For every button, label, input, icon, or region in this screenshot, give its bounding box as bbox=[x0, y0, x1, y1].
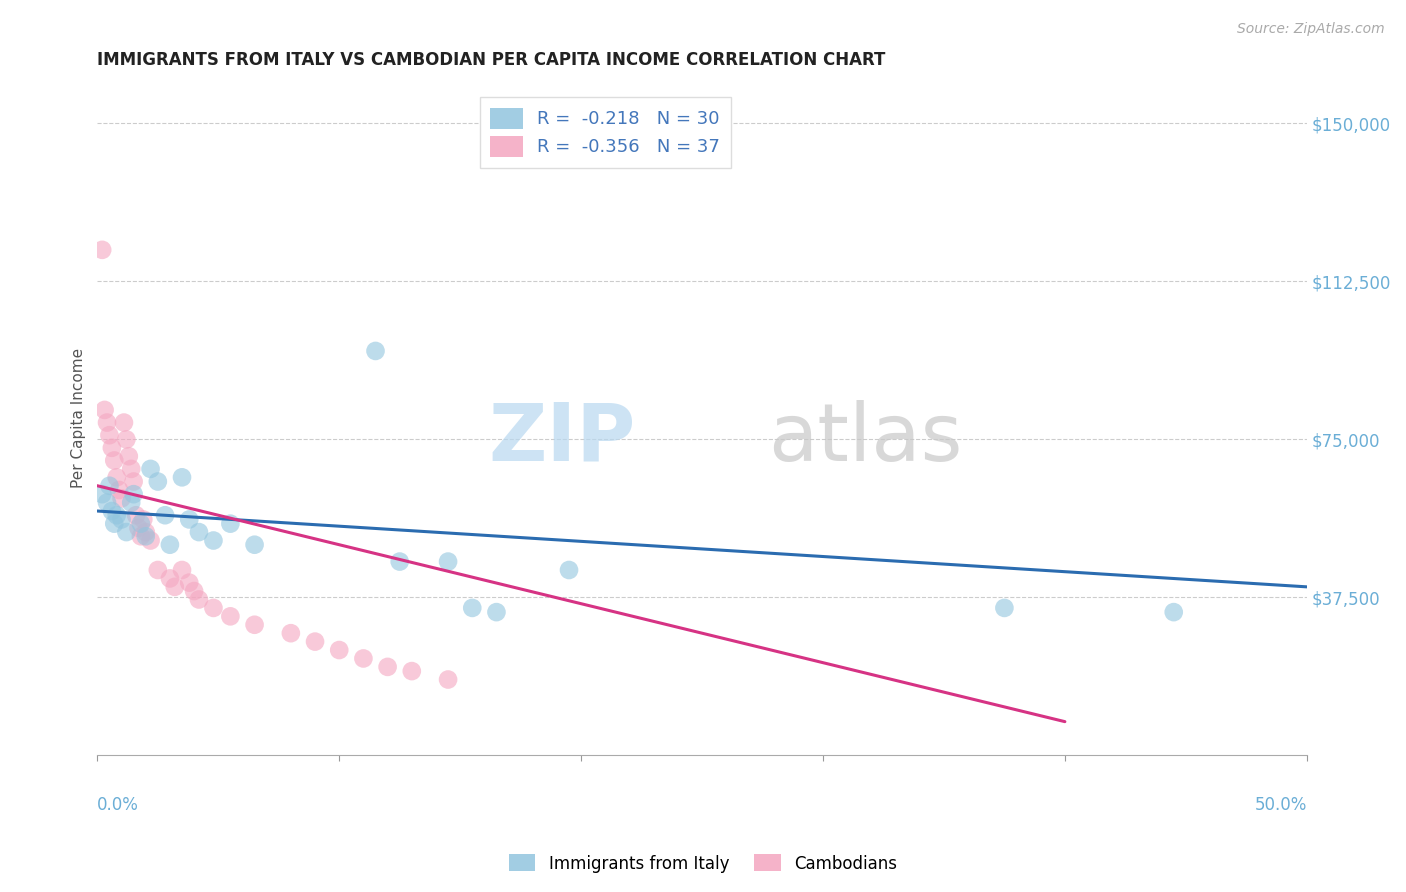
Point bbox=[98, 428, 121, 442]
Point bbox=[437, 555, 460, 569]
Point bbox=[135, 529, 157, 543]
Point bbox=[118, 450, 141, 464]
Point bbox=[101, 441, 124, 455]
Point bbox=[139, 462, 162, 476]
Point bbox=[202, 533, 225, 548]
Point bbox=[179, 512, 201, 526]
Point bbox=[401, 664, 423, 678]
Point bbox=[377, 660, 399, 674]
Point bbox=[129, 529, 152, 543]
Point bbox=[243, 538, 266, 552]
Point bbox=[120, 462, 142, 476]
Point bbox=[125, 508, 148, 523]
Point bbox=[159, 538, 181, 552]
Point bbox=[170, 563, 193, 577]
Point bbox=[120, 495, 142, 509]
Point bbox=[112, 416, 135, 430]
Point bbox=[219, 516, 242, 531]
Point bbox=[135, 525, 157, 540]
Point bbox=[105, 470, 128, 484]
Point bbox=[153, 508, 176, 523]
Text: atlas: atlas bbox=[769, 400, 963, 477]
Legend: R =  -0.218   N = 30, R =  -0.356   N = 37: R = -0.218 N = 30, R = -0.356 N = 37 bbox=[479, 97, 731, 168]
Point bbox=[122, 487, 145, 501]
Point bbox=[558, 563, 581, 577]
Point bbox=[110, 512, 132, 526]
Text: Source: ZipAtlas.com: Source: ZipAtlas.com bbox=[1237, 22, 1385, 37]
Point bbox=[93, 403, 115, 417]
Point bbox=[364, 343, 387, 358]
Point bbox=[103, 516, 125, 531]
Point bbox=[115, 525, 138, 540]
Point bbox=[280, 626, 302, 640]
Point bbox=[388, 555, 411, 569]
Point bbox=[91, 243, 114, 257]
Point bbox=[91, 487, 114, 501]
Point bbox=[187, 592, 209, 607]
Point bbox=[132, 512, 155, 526]
Point bbox=[127, 521, 149, 535]
Point bbox=[139, 533, 162, 548]
Point bbox=[159, 571, 181, 585]
Y-axis label: Per Capita Income: Per Capita Income bbox=[72, 348, 86, 489]
Point bbox=[98, 479, 121, 493]
Point bbox=[110, 491, 132, 506]
Text: 50.0%: 50.0% bbox=[1254, 796, 1306, 814]
Point bbox=[170, 470, 193, 484]
Point bbox=[243, 617, 266, 632]
Point bbox=[304, 634, 326, 648]
Text: 0.0%: 0.0% bbox=[97, 796, 139, 814]
Point bbox=[96, 416, 118, 430]
Point bbox=[146, 475, 169, 489]
Point bbox=[108, 483, 131, 497]
Text: ZIP: ZIP bbox=[488, 400, 636, 477]
Point bbox=[122, 475, 145, 489]
Legend: Immigrants from Italy, Cambodians: Immigrants from Italy, Cambodians bbox=[502, 847, 904, 880]
Point bbox=[115, 433, 138, 447]
Point bbox=[105, 508, 128, 523]
Point bbox=[202, 601, 225, 615]
Point bbox=[1163, 605, 1185, 619]
Point bbox=[187, 525, 209, 540]
Point bbox=[179, 575, 201, 590]
Point bbox=[146, 563, 169, 577]
Point bbox=[129, 516, 152, 531]
Point bbox=[352, 651, 374, 665]
Point bbox=[219, 609, 242, 624]
Point bbox=[328, 643, 350, 657]
Point bbox=[183, 584, 205, 599]
Point bbox=[103, 453, 125, 467]
Point bbox=[163, 580, 186, 594]
Point bbox=[993, 601, 1015, 615]
Point bbox=[485, 605, 508, 619]
Point bbox=[461, 601, 484, 615]
Point bbox=[101, 504, 124, 518]
Text: IMMIGRANTS FROM ITALY VS CAMBODIAN PER CAPITA INCOME CORRELATION CHART: IMMIGRANTS FROM ITALY VS CAMBODIAN PER C… bbox=[97, 51, 886, 69]
Point bbox=[96, 495, 118, 509]
Point bbox=[437, 673, 460, 687]
